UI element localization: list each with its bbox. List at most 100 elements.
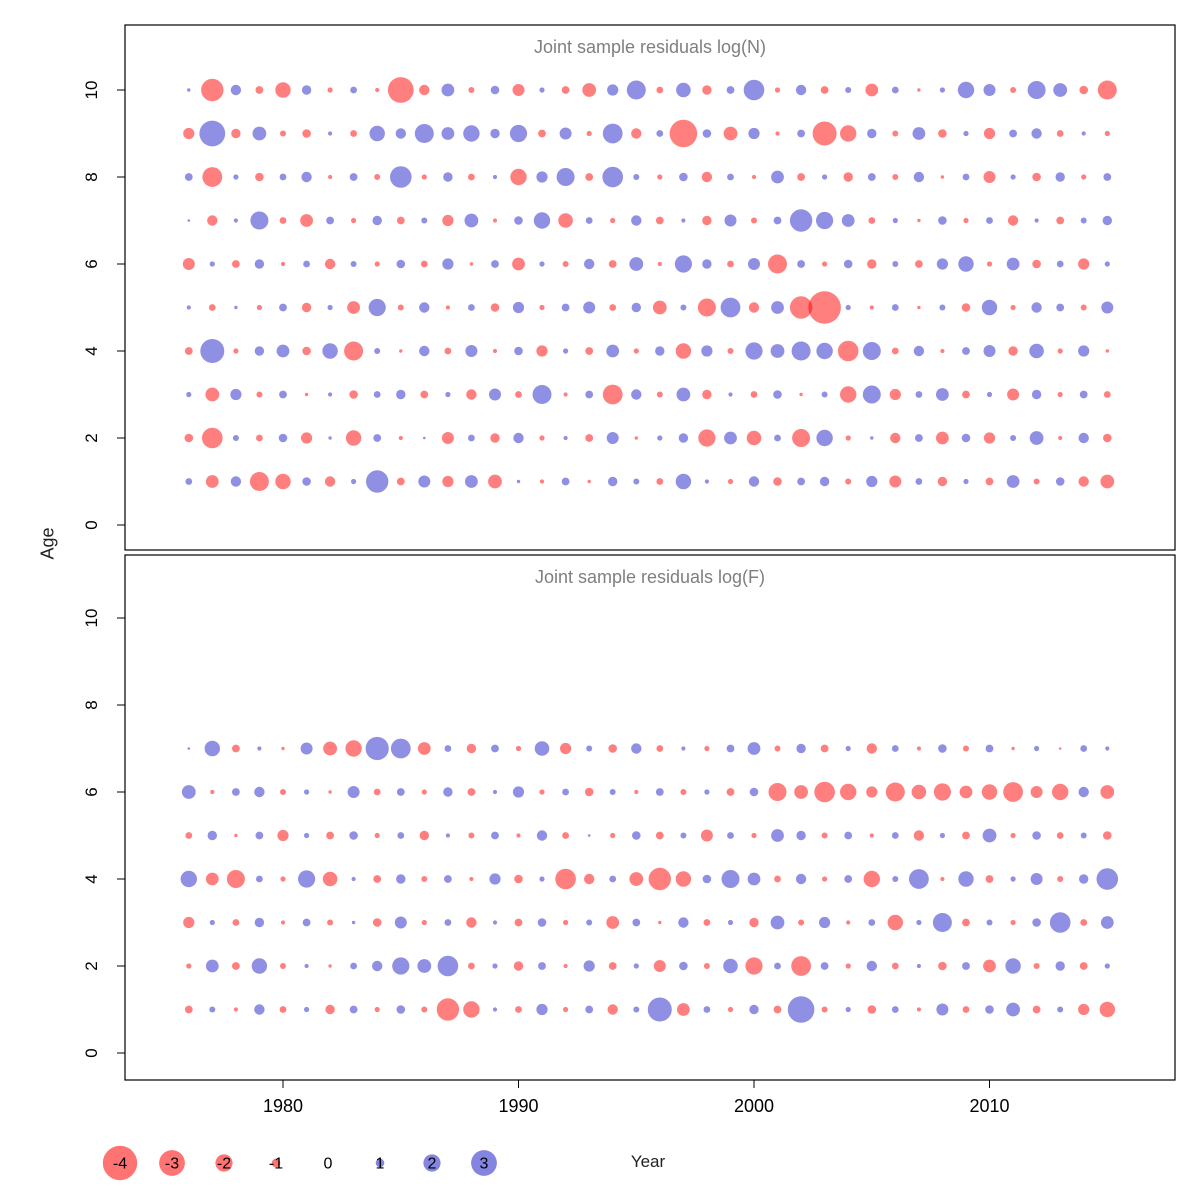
bubble [536,171,548,183]
bubble [232,788,240,796]
bubble [445,833,450,838]
bubble [632,831,641,840]
bubble [727,173,734,181]
bubble [957,81,975,99]
bubble [1030,873,1043,885]
bubble [749,917,759,928]
bubble [794,785,808,799]
bubble [702,874,712,884]
bubble [602,123,623,144]
bubble [466,389,477,400]
bubble [563,963,568,969]
legend-bubble [215,1154,233,1172]
bubble [345,740,362,757]
bubble [887,914,903,931]
bubble [678,433,689,443]
bubble [533,212,551,229]
bubble [280,963,286,969]
bubble [466,917,477,928]
bubble [634,436,638,440]
bubble [436,998,460,1021]
bubble [396,259,406,269]
bubble [207,215,218,226]
bubble [512,84,525,96]
bubble [607,1004,618,1015]
bubble [675,343,692,359]
bubble [962,173,970,181]
bubble [1056,216,1065,225]
bubble [751,832,757,839]
bubble [490,128,500,139]
bubble [421,876,428,882]
bubble [490,303,500,312]
bubble [279,1006,287,1013]
bubble [559,127,572,140]
bubble [585,1005,594,1014]
bubble [983,84,996,96]
bubble [256,391,263,398]
bubble [1010,87,1017,93]
bubble [721,870,740,888]
bubble [1031,128,1042,139]
y-tick-label: 0 [82,1048,101,1057]
bubble [770,915,785,930]
bubble [232,962,240,970]
bubble [656,478,664,485]
bubble [490,433,500,443]
bubble [1100,916,1114,929]
bubble [917,88,921,92]
bubble [205,475,219,488]
bubble [704,789,710,795]
bubble [915,434,923,442]
bubble [962,831,970,840]
bubble [845,435,851,441]
bubble [184,173,193,181]
bubble [583,301,596,314]
bubble [819,476,830,487]
bubble [181,785,196,799]
bubble [748,302,760,313]
bubble [795,873,807,885]
bubble [256,434,263,442]
bubble [387,77,414,103]
bubble [656,391,663,398]
bubble [465,345,478,357]
bubble [1010,919,1016,926]
bubble [390,166,412,188]
bubble [513,432,524,444]
bubble [1078,432,1089,444]
bubble [1103,173,1112,181]
bubble [226,870,245,888]
bubble [492,963,498,969]
bubble [775,131,780,136]
bubble [443,787,453,797]
bubble [254,786,265,798]
bubble [1029,431,1044,445]
bubble [327,304,333,311]
bubble [938,744,947,753]
bubble [443,172,453,182]
bubble [514,346,523,356]
bubble [373,875,382,883]
bubble [1100,785,1115,799]
bubble [1078,786,1089,798]
bubble [275,82,291,98]
bubble [417,742,431,755]
bubble [726,86,735,94]
bubble [1003,782,1023,802]
bubble [1081,131,1086,136]
bubble [749,787,759,797]
bubble [421,1006,428,1013]
bubble [375,87,380,93]
bubble [512,786,525,798]
bubble [655,216,664,225]
bubble [791,956,811,976]
bubble [209,261,215,267]
bubble [183,916,195,929]
bubble [324,476,336,487]
bubble [256,304,262,311]
bubble [633,174,640,180]
bubble [797,477,805,486]
bubble [870,436,874,440]
bubble [963,745,969,752]
